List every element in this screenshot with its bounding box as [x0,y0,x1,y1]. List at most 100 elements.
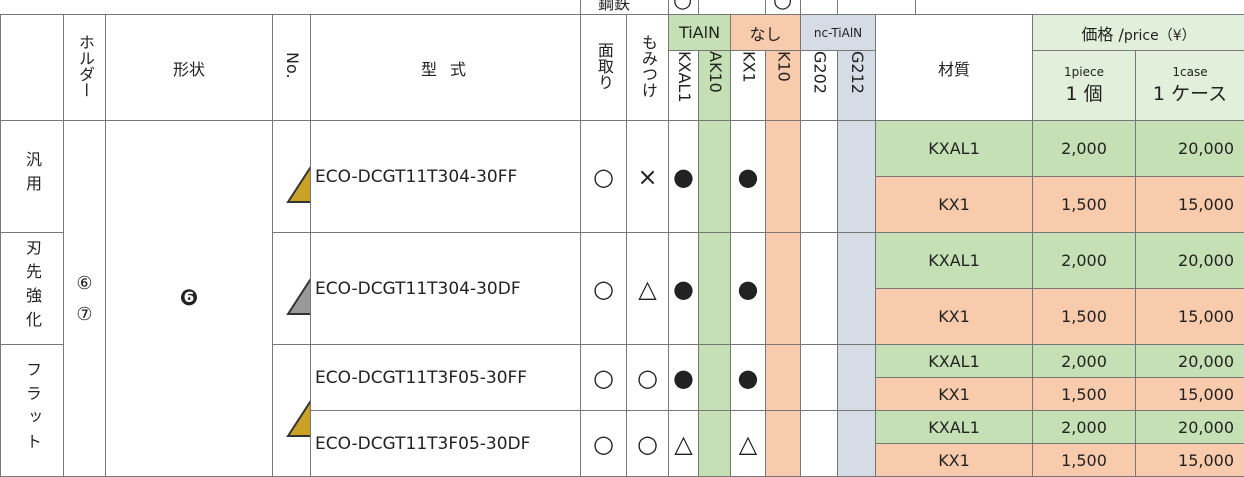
header-cell: 面取り [580,14,627,121]
grade-header: AK10 [698,50,731,121]
grade-header: K10 [764,50,802,121]
grade-mark [764,344,802,411]
fitting: × [626,120,669,233]
holder: ⑦ [76,303,93,325]
price-table: ホルダー 形状 No. 型 式面取り もみつけ TiAlN なし nc-TiAlN 材質 価格 /… [0,14,1244,477]
unit: 1case [1172,65,1208,79]
top-label: 鋼鉄 [598,0,631,13]
holder: ⑥ [76,272,93,294]
grade-name: K10 [774,51,794,82]
data-row: KX1 1,500 15,000 [1,176,1244,233]
grade-mark: △ [730,410,766,477]
data-row: 汎用 ⑥ ⑦ ❻ ECO-DCGT11T304-30FF ○ × ● ● KXAL1 2,000 20… [0,120,1244,477]
model: ECO-DCGT11T3F05-30DF [310,410,581,477]
top-mark: ○ [673,0,693,13]
case-price: 15,000 [1135,377,1244,411]
grade-name: KXAL1 [674,51,694,103]
piece-price: 1,500 [1032,377,1137,411]
insert-body [286,278,310,315]
insert-body [286,166,310,203]
grade-mark [800,232,839,345]
grade-name: G212 [847,51,867,94]
header-cell: もみつけ [626,14,669,121]
header-row: ホルダー 形状 No. 型 式面取り もみつけ TiAlN なし nc-TiAlN 材質 価格 /… [0,14,1244,121]
rule [800,0,801,14]
unit: 1piece [1064,65,1104,79]
unit-label: 1 ケース [1152,83,1228,105]
case-price: 20,000 [1135,410,1244,444]
fitting: ○ [626,410,669,477]
case-price: 20,000 [1135,120,1244,177]
grade-mark [698,120,731,233]
piece-price: 2,000 [1032,410,1137,444]
no-cell: ❻ [105,120,273,477]
grade-mark [837,344,877,411]
category-cell: フラット [0,344,64,477]
data-row: 刃先強化 ECO-DCGT11T304-30DF ○ △ ● ● KXAL1 2,000 20,… [0,232,1244,345]
material: KX1 [875,377,1034,411]
category: 汎用 [23,150,42,199]
grade-header: G212 [837,50,877,121]
grade-mark [698,232,731,345]
chamfer: ○ [580,120,627,233]
material: KXAL1 [875,410,1034,444]
piece-price: 1,500 [1032,288,1137,345]
table-body: ホルダー 形状 No. 型 式面取り もみつけ TiAlN なし nc-TiAlN 材質 価格 /… [0,14,1244,477]
data-row: KX1 1,500 15,000 [1,443,1244,477]
category: フラット [23,360,42,457]
price-sub: price（¥） [1123,27,1196,44]
grade-name: KX1 [739,51,759,83]
grade-mark: △ [668,410,699,477]
case-price: 15,000 [1135,176,1244,233]
category: 刃先強化 [23,238,42,335]
rule [915,0,916,14]
shape-cell [272,232,311,345]
case-price: 15,000 [1135,443,1244,477]
piece-price: 2,000 [1032,232,1137,289]
data-row: KX1 1,500 15,000 [1,377,1244,411]
header-cell: No. [272,14,311,121]
material: KX1 [875,288,1034,345]
coating-group: TiAlN [668,14,731,51]
grade-header: G202 [800,50,839,121]
piece-price: 2,000 [1032,344,1137,378]
rule [698,0,699,14]
grade-header: KX1 [730,50,766,121]
grade-name: AK10 [705,51,725,93]
insert-body [286,400,310,437]
top-mark: ○ [773,0,793,13]
category-cell: 汎用 [0,120,64,233]
case-price: 20,000 [1135,344,1244,378]
material: KXAL1 [875,232,1034,289]
header-holder: ホルダー [75,33,95,98]
grade-mark: ● [730,232,766,345]
grade-mark: ● [668,232,699,345]
insert-image [286,400,310,437]
coating-group: なし [729,14,802,51]
data-row: フラット ECO-DCGT11T3F05-30FF ○ ○ ● ● KXAL1 2,000 20… [0,344,1244,477]
header-fitting: もみつけ [638,33,658,98]
header-cell [0,14,64,121]
material: KX1 [875,176,1034,233]
piece-price: 2,000 [1032,120,1137,177]
grade-mark [698,344,731,411]
model: ECO-DCGT11T304-30FF [310,120,581,233]
category-cell: 刃先強化 [0,232,64,345]
grade-mark [764,232,802,345]
piece-price: 1,500 [1032,443,1137,477]
fitting: ○ [626,344,669,411]
fitting: △ [626,232,669,345]
header-no: No. [282,52,302,79]
grade-mark [837,232,877,345]
header-row: KXAL1 AK10 KX1 K10 G202 G212 1piece 1 個 1case 1 ケ… [1,50,1244,121]
header-cell: 1case 1 ケース [1135,50,1244,121]
chamfer: ○ [580,410,627,477]
insert-image [286,166,310,203]
grade-mark [764,120,802,233]
grade-mark [837,120,877,233]
grade-name: G202 [810,51,830,94]
chamfer: ○ [580,344,627,411]
